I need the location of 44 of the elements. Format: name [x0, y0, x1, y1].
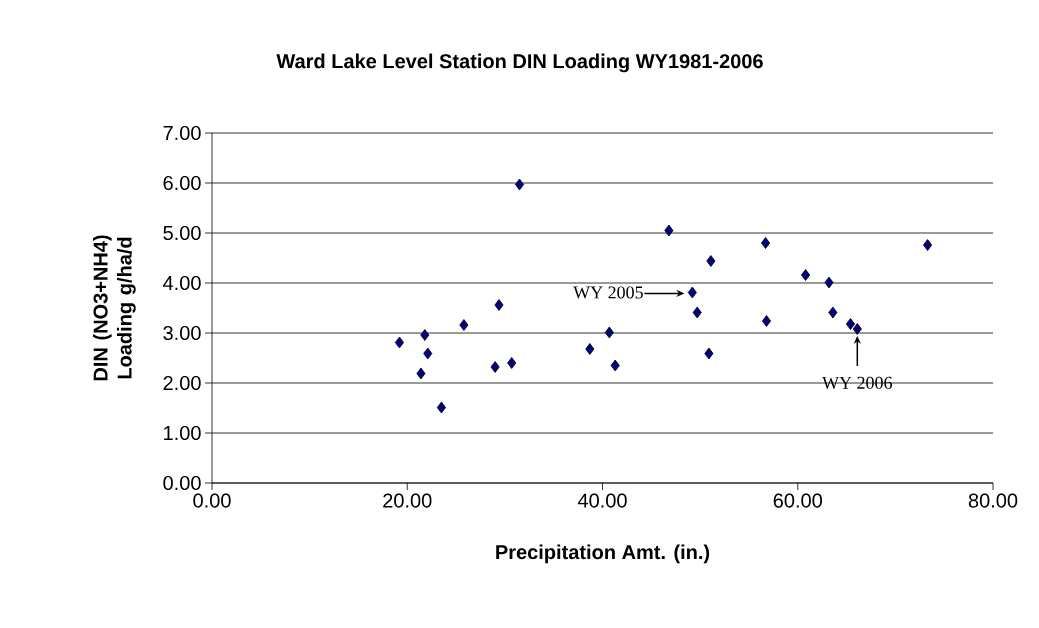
x-tick-label: 0.00 — [193, 493, 231, 508]
point — [852, 323, 862, 335]
point — [687, 286, 697, 299]
y-axis-title: DIN (NO3+NH4) Loading g/ha/d — [92, 235, 136, 381]
point — [515, 178, 525, 191]
point — [420, 329, 430, 341]
point — [416, 367, 426, 380]
point — [845, 318, 855, 330]
y-tick-label: 4.00 — [163, 275, 201, 291]
y-tick-label: 7.00 — [163, 125, 201, 141]
point — [664, 224, 674, 237]
point — [423, 347, 433, 360]
chart-title: Ward Lake Level Station DIN Loading WY1981-2006 — [276, 53, 763, 73]
point — [706, 255, 716, 267]
point — [394, 336, 404, 349]
point — [585, 343, 595, 355]
point — [704, 347, 714, 360]
y-tick-label: 3.00 — [163, 325, 201, 341]
point — [507, 357, 517, 369]
point — [490, 361, 500, 373]
point — [436, 401, 446, 414]
x-axis-title: Precipitation Amt. (in.) — [496, 544, 710, 564]
point — [824, 276, 834, 289]
point — [494, 299, 504, 311]
y-tick-label: 6.00 — [163, 175, 201, 191]
x-tick-label: 20.00 — [383, 493, 432, 508]
y-tick-label: 5.00 — [163, 225, 201, 241]
x-tick-label: 80.00 — [968, 493, 1018, 508]
annotation: WY 2006 — [822, 376, 892, 389]
point — [692, 306, 702, 319]
point — [828, 306, 838, 319]
annotation: WY 2005 — [573, 286, 643, 299]
point — [604, 326, 614, 339]
point — [761, 315, 772, 327]
point — [801, 269, 811, 281]
y-tick-label: 1.00 — [164, 425, 201, 441]
x-tick-label: 60.00 — [773, 493, 822, 508]
point — [923, 239, 933, 251]
y-tick-label: 0.00 — [163, 475, 201, 491]
y-tick-label: 2.00 — [163, 375, 201, 391]
point — [459, 319, 469, 331]
x-tick-label: 40.00 — [577, 493, 627, 508]
point — [610, 359, 620, 372]
point — [761, 237, 771, 249]
